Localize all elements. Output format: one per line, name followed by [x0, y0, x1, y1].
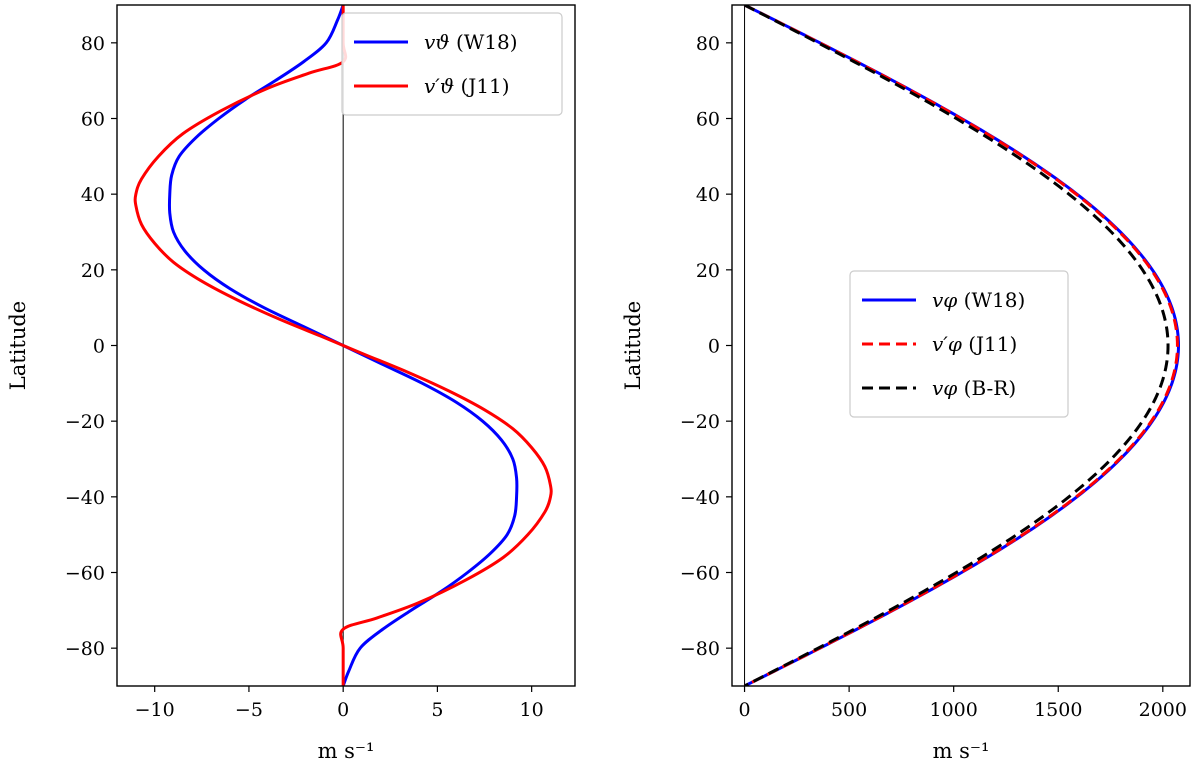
y-tick-label: −20 [65, 411, 105, 433]
legend-entry: vφ (W18) [932, 288, 1025, 312]
x-tick-label: 0 [337, 699, 349, 721]
left-chart-panel: −10 −5 0 5 10 −80 −60 −40 −20 0 20 40 60 80 m s⁻¹ Latit… [6, 4, 576, 763]
x-tick-label: 1000 [930, 699, 978, 721]
y-tick-label: −40 [680, 487, 720, 509]
x-axis-label: m s⁻¹ [933, 739, 990, 763]
y-tick-label: 60 [81, 109, 105, 131]
y-tick-label: −60 [680, 563, 720, 585]
y-tick-label: 20 [696, 260, 720, 282]
y-tick-label: −60 [65, 563, 105, 585]
y-tick-label: 0 [708, 336, 720, 358]
y-tick-label: −40 [65, 487, 105, 509]
y-tick-label: −20 [680, 411, 720, 433]
x-tick-label: 500 [831, 699, 867, 721]
legend-entry: vϑ (W18) [424, 30, 518, 54]
y-axis-label: Latitude [621, 301, 645, 390]
y-tick-label: 20 [81, 260, 105, 282]
y-tick-label: 40 [81, 184, 105, 206]
y-tick-label: 0 [93, 336, 105, 358]
x-tick-label: 1500 [1034, 699, 1082, 721]
y-axis-label: Latitude [6, 301, 30, 390]
legend-box [849, 270, 1069, 418]
series-line-3 [743, 5, 1170, 686]
x-tick-label: 5 [431, 699, 443, 721]
y-tick-label: 40 [696, 184, 720, 206]
y-tick-label: 60 [696, 109, 720, 131]
legend-box [341, 12, 563, 116]
series-line-2 [743, 5, 1179, 686]
legend-entry: vφ (B-R) [932, 376, 1016, 400]
series-line-2 [133, 5, 553, 686]
right-chart-panel: 0 500 1000 1500 2000 −80 −60 −40 −20 0 20 40 60 80 m s… [621, 4, 1191, 763]
x-tick-label: 2000 [1139, 699, 1187, 721]
y-tick-label: 80 [81, 33, 105, 55]
y-tick-label: 80 [696, 33, 720, 55]
legend: vϑ (W18) v′ϑ (J11) [341, 12, 563, 116]
y-tick-label: −80 [680, 638, 720, 660]
x-tick-label: −10 [135, 699, 175, 721]
legend-entry: v′ϑ (J11) [424, 74, 510, 98]
x-tick-label: 0 [739, 699, 751, 721]
legend: vφ (W18) v′φ (J11) vφ (B-R) [849, 270, 1069, 418]
x-tick-label: −5 [235, 699, 263, 721]
x-tick-label: 10 [520, 699, 544, 721]
legend-entry: v′φ (J11) [932, 332, 1017, 356]
y-tick-label: −80 [65, 638, 105, 660]
x-axis-label: m s⁻¹ [318, 739, 375, 763]
